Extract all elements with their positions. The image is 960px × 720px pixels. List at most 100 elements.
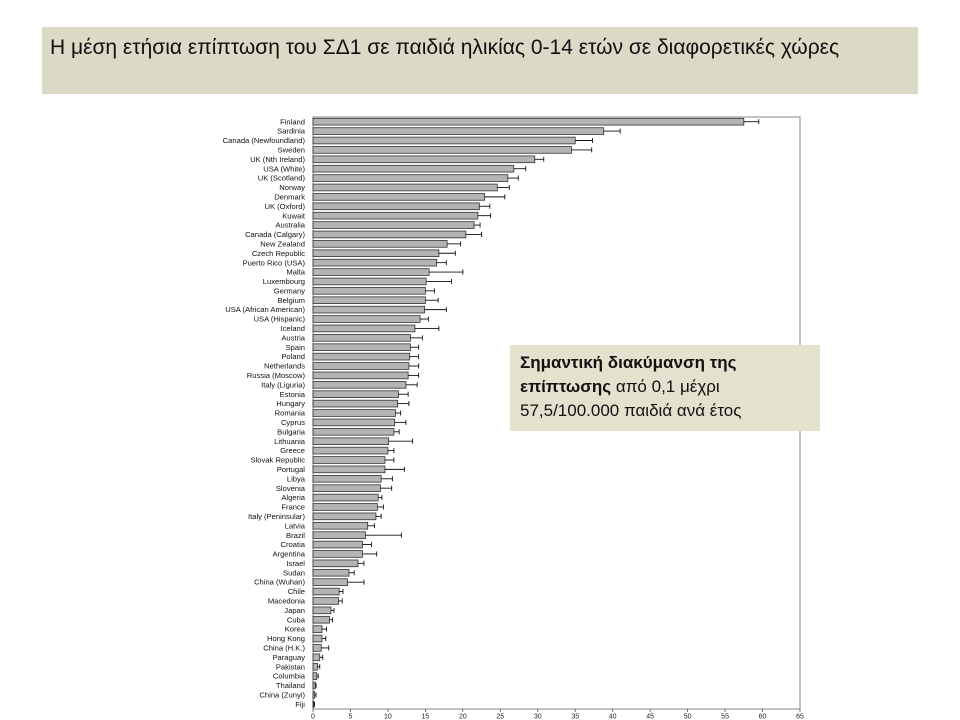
category-label: Belgium [278,296,305,305]
bar [312,146,572,154]
bar [312,568,350,577]
bar [312,127,605,135]
annotation-bold-text: Σημαντική διακύμανση της επίπτωσης [520,353,737,396]
category-label: Finland [280,117,305,126]
category-label: Croatia [281,540,306,549]
category-label: Australia [275,221,305,230]
category-label: Sudan [283,568,305,577]
bar [312,183,498,192]
x-tick-label: 20 [459,714,467,720]
bar [312,691,315,699]
bar [312,164,515,173]
bar [312,268,430,276]
bar [312,615,330,624]
category-label: Sweden [278,145,305,154]
category-label: Canada (Newfoundland) [223,136,306,145]
slide-title: Η μέση ετήσια επίπτωση του ΣΔ1 σε παιδιά… [50,36,840,59]
category-label: Canada (Calgary) [245,230,305,239]
bar [312,578,348,586]
category-label: Romania [275,409,306,418]
bar [312,521,369,530]
bar [312,559,359,568]
bar [312,399,399,408]
category-label: China (Zunyi) [259,691,305,700]
bar [312,503,378,511]
bar [312,550,363,558]
category-label: Iceland [281,324,306,333]
category-label: Macedonia [268,597,306,606]
category-label: Poland [281,352,305,361]
category-label: Sardinia [277,127,306,136]
category-label: Czech Republic [252,249,305,258]
bar [312,465,386,474]
x-tick-label: 30 [534,714,542,720]
category-label: Italy (Peninsular) [248,512,305,521]
category-label: Libya [287,474,306,483]
category-label: Argentina [272,550,305,559]
category-label: Portugal [277,465,306,474]
bar [312,371,409,380]
bar [312,155,536,164]
bar [312,211,479,220]
category-label: Spain [286,343,305,352]
category-label: USA (African American) [225,305,305,314]
category-label: Italy (Liguria) [261,380,305,389]
bar [312,437,390,445]
bar [312,305,426,314]
category-label: Chile [288,587,305,596]
bar [312,221,475,229]
category-label: Austria [281,333,305,342]
bar [312,390,399,398]
category-label: Columbia [273,672,306,681]
bar [312,540,363,549]
bar [312,606,332,615]
bar [312,258,438,267]
category-label: Slovenia [276,484,306,493]
bar [312,193,485,201]
bar [312,587,340,596]
bar [312,296,426,305]
category-label: Fiji [295,700,305,709]
x-tick-label: 45 [646,714,654,720]
bar [312,202,480,211]
bar [312,343,411,352]
x-tick-label: 35 [571,714,579,720]
category-label: Lithuania [274,437,306,446]
category-label: Netherlands [264,362,305,371]
bar [312,249,440,258]
category-label: Malta [286,268,305,277]
bar [312,315,421,323]
slide-title-box: Η μέση ετήσια επίπτωση του ΣΔ1 σε παιδιά… [42,27,918,94]
bar [312,352,411,361]
x-tick-label: 50 [684,714,692,720]
category-label: UK (Scotland) [258,174,306,183]
bar [312,512,377,521]
category-label: China (H.K.) [263,644,305,653]
bar [312,428,395,436]
annotation-text-line2: 57,5/100.000 παιδιά ανά έτος [520,401,742,420]
bar [312,277,427,286]
x-tick-label: 25 [496,714,504,720]
bar [312,334,411,342]
x-tick-label: 40 [609,714,617,720]
category-label: Norway [279,183,305,192]
x-tick-label: 60 [759,714,767,720]
x-tick-label: 10 [384,714,392,720]
bar [312,625,323,633]
x-tick-label: 15 [421,714,429,720]
category-label: Algeria [281,493,305,502]
bar [312,446,389,455]
bar [312,700,315,709]
bar [312,484,381,492]
category-label: China (Wuhan) [254,578,305,587]
bar [312,117,745,126]
category-label: Thailand [276,681,305,690]
bar [312,597,339,605]
bar [312,136,576,145]
category-label: Bulgaria [277,427,306,436]
annotation-text-rest: από 0,1 μέχρι [611,377,720,396]
category-label: Greece [280,446,305,455]
bar [312,324,416,333]
x-tick-label: 0 [311,714,315,720]
category-label: Puerto Rico (USA) [243,258,306,267]
